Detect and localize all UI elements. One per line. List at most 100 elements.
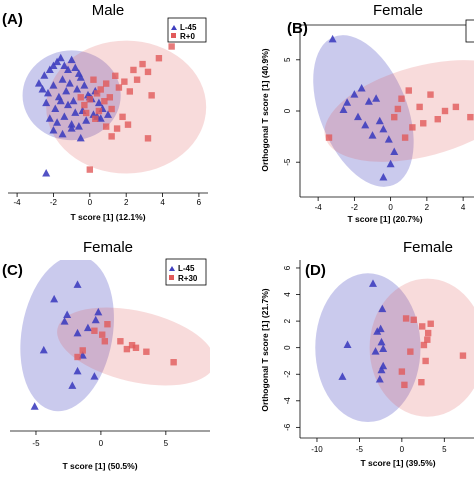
panel-c: (C) Female -5 0 5 T score [1] (50.5%) L-45… — [2, 239, 210, 471]
data-point-square — [79, 347, 86, 354]
data-point-triangle — [96, 114, 105, 122]
panel-b: (B) Female Orthogonal T score [1] (40.9%… — [260, 2, 474, 224]
data-point-triangle — [42, 169, 51, 177]
data-point-square — [405, 87, 412, 94]
data-point-triangle — [58, 75, 67, 83]
data-point-square — [424, 336, 431, 343]
data-point-triangle — [60, 317, 69, 325]
data-point-triangle — [343, 340, 352, 349]
panel-a-title: Male — [92, 2, 125, 19]
data-point-triangle — [56, 96, 65, 105]
data-point-triangle — [63, 310, 72, 319]
data-point-square — [391, 113, 398, 121]
panel-b-plot — [313, 34, 474, 187]
data-point-triangle — [73, 366, 82, 375]
data-point-square — [394, 105, 402, 113]
data-point-triangle — [339, 105, 348, 113]
data-point-triangle — [368, 279, 377, 287]
data-point-triangle — [71, 63, 80, 71]
data-point-triangle — [69, 96, 78, 105]
data-point-triangle — [373, 327, 382, 335]
data-point-square — [99, 331, 106, 338]
y-tick-label: 0 — [283, 108, 292, 113]
x-tick-label: -5 — [356, 445, 364, 454]
data-point-square — [77, 94, 84, 101]
data-point-square — [459, 352, 467, 359]
x-tick-label: -2 — [50, 198, 58, 207]
panel-a: (A) Male -4 -2 0 2 4 6 T score [1] (12.1%) L-… — [2, 2, 208, 222]
data-point-triangle — [73, 84, 82, 93]
legend-l45-label: L-45 — [178, 264, 195, 273]
data-point-triangle — [67, 124, 76, 132]
data-point-triangle — [379, 344, 388, 352]
data-point-triangle — [80, 81, 89, 89]
data-point-square — [409, 124, 416, 131]
data-point-triangle — [42, 98, 51, 107]
data-point-triangle — [368, 131, 377, 139]
data-point-triangle — [53, 118, 62, 126]
data-point-square — [410, 316, 417, 323]
data-point-square — [416, 103, 423, 111]
data-point-square — [418, 379, 425, 386]
data-point-triangle — [58, 129, 67, 138]
panel-c-x-ticks: -5 0 5 — [32, 431, 169, 448]
data-point-square — [427, 320, 434, 327]
panel-d-ylabel: Orthogonal T score [1] (21.7%) — [260, 288, 270, 411]
x-tick-label: -5 — [32, 439, 40, 448]
data-point-square — [82, 109, 90, 117]
data-point-triangle — [364, 97, 373, 105]
x-tick-label: -2 — [351, 203, 359, 212]
y-tick-label: 4 — [283, 292, 292, 297]
legend-triangle-marker — [169, 266, 175, 271]
panel-b-label: (B) — [287, 20, 308, 37]
data-point-square — [143, 348, 150, 355]
panel-d-y-ticks: 6 4 2 0 -2 -4 -6 — [283, 265, 300, 431]
data-point-triangle — [338, 372, 347, 380]
data-point-square — [119, 113, 126, 121]
data-point-square — [422, 357, 429, 365]
legend-triangle-marker — [171, 25, 177, 30]
data-point-square — [81, 101, 88, 109]
confidence-ellipse-l45 — [313, 35, 414, 187]
data-point-triangle — [384, 135, 393, 143]
data-point-square — [420, 341, 428, 349]
confidence-ellipse-l45 — [20, 260, 114, 412]
data-point-triangle — [64, 65, 72, 73]
data-point-square — [420, 120, 427, 127]
data-point-triangle — [343, 98, 352, 106]
data-point-triangle — [354, 112, 362, 121]
x-tick-label: 0 — [388, 203, 393, 212]
x-tick-label: -4 — [14, 198, 22, 207]
panel-d-label: (D) — [305, 262, 326, 279]
data-point-square — [128, 341, 136, 349]
data-point-triangle — [60, 112, 69, 120]
data-point-square — [126, 88, 134, 95]
data-point-square — [434, 115, 441, 123]
data-point-square — [401, 134, 409, 141]
data-point-triangle — [76, 73, 85, 81]
data-point-triangle — [62, 86, 71, 95]
data-point-square — [74, 353, 81, 361]
data-point-square — [108, 105, 115, 113]
y-tick-label: -4 — [283, 397, 292, 405]
data-point-triangle — [379, 124, 388, 133]
data-point-triangle — [45, 65, 54, 73]
data-point-square — [86, 96, 94, 103]
x-tick-label: 6 — [197, 198, 202, 207]
data-point-triangle — [56, 53, 65, 62]
data-point-triangle — [379, 173, 388, 181]
data-point-square — [97, 86, 104, 93]
data-point-square — [113, 125, 121, 132]
data-point-square — [407, 348, 414, 355]
data-point-square — [115, 84, 123, 91]
data-point-triangle — [76, 133, 85, 142]
panel-c-legend: L-45 R+30 — [165, 258, 207, 286]
x-tick-label: 0 — [99, 439, 104, 448]
legend-l45-label: L-45 — [180, 23, 197, 32]
data-point-triangle — [357, 83, 366, 92]
data-point-square — [104, 321, 111, 328]
data-point-square — [102, 123, 110, 130]
data-point-triangle — [328, 34, 337, 43]
data-point-square — [124, 121, 132, 128]
data-point-square — [132, 344, 140, 352]
